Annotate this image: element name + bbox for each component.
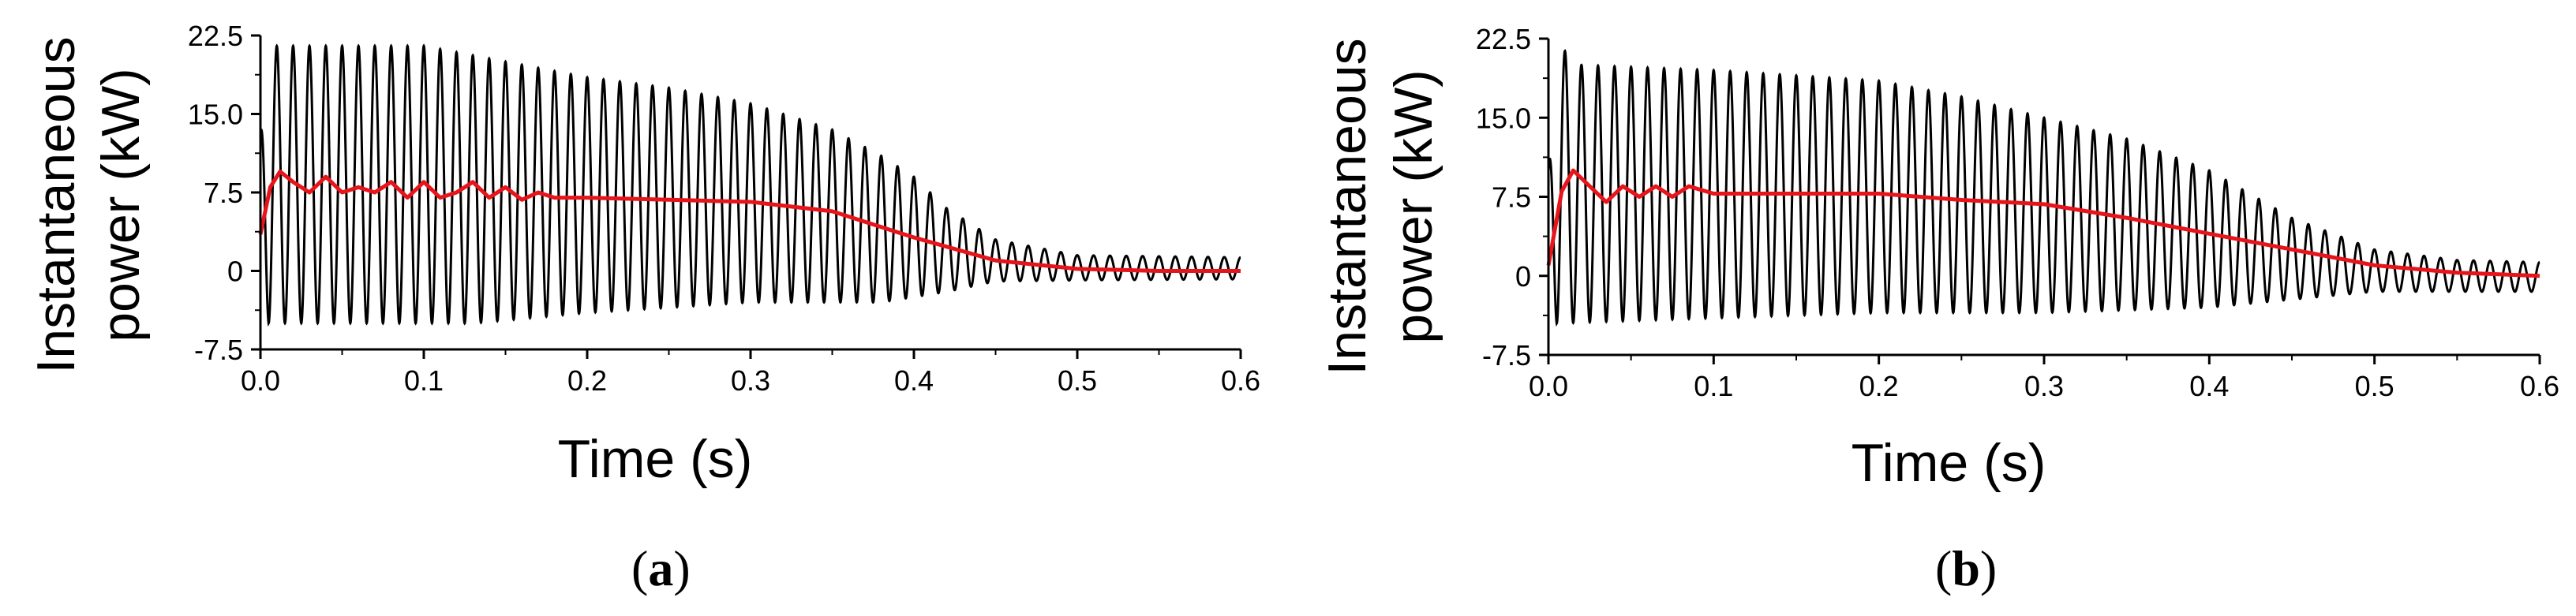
x-tick-label: 0.1 xyxy=(1694,370,1733,402)
x-tick-label: 0.5 xyxy=(2355,370,2394,402)
y-axis-title-line1: Instantaneous xyxy=(1317,38,1377,375)
x-tick-label: 0.0 xyxy=(241,364,280,397)
y-tick-label: 15.0 xyxy=(188,99,243,131)
panel-label-close-paren: ) xyxy=(1980,540,1997,596)
panel-label-open-paren: ( xyxy=(631,540,648,596)
x-tick-label: 0.1 xyxy=(404,364,444,397)
x-tick-label: 0.2 xyxy=(567,364,607,397)
chart-panel-b: 0.0 0.1 0.2 0.3 0.4 0.5 0.6 -7.5 0 7.5 15.0 22.5 Tim… xyxy=(1317,23,2559,596)
y-tick-label: 7.5 xyxy=(1492,181,1531,214)
panel-label: (a) xyxy=(631,540,691,596)
average-series-line xyxy=(258,169,1241,273)
panel-label-letter: a xyxy=(648,540,673,596)
x-tick-label: 0.4 xyxy=(894,364,934,397)
x-tick-label: 0.6 xyxy=(1221,364,1260,397)
y-axis-title-line2: power (kW) xyxy=(91,68,151,342)
x-tick-label: 0.3 xyxy=(731,364,770,397)
x-tick-label: 0.0 xyxy=(1529,370,1568,402)
x-tick-label: 0.2 xyxy=(1859,370,1899,402)
y-tick-label: 22.5 xyxy=(1476,23,1531,55)
oscillation-series-line xyxy=(259,43,1241,327)
x-tick-label: 0.4 xyxy=(2189,370,2229,402)
y-tick-label: 22.5 xyxy=(188,20,243,52)
x-axis-title: Time (s) xyxy=(1852,433,2046,493)
x-axis-title: Time (s) xyxy=(558,429,753,489)
panel-label-close-paren: ) xyxy=(673,540,690,596)
average-series-line xyxy=(1546,168,2540,278)
panel-label-letter: b xyxy=(1952,540,1980,596)
y-tick-label: 15.0 xyxy=(1476,102,1531,134)
x-tick-label: 0.6 xyxy=(2520,370,2559,402)
y-axis-title-line1: Instantaneous xyxy=(26,36,86,373)
y-tick-label: 0 xyxy=(227,256,243,288)
chart-panel-a: 0.0 0.1 0.2 0.3 0.4 0.5 0.6 -7.5 0 7.5 15.0 22.5 Tim… xyxy=(26,20,1260,596)
panel-label-open-paren: ( xyxy=(1935,540,1952,596)
x-tick-label: 0.5 xyxy=(1058,364,1097,397)
y-axis-title-line2: power (kW) xyxy=(1383,69,1443,344)
y-tick-label: -7.5 xyxy=(1482,339,1531,371)
x-tick-label: 0.3 xyxy=(2024,370,2064,402)
y-tick-label: 7.5 xyxy=(204,177,243,209)
y-tick-label: -7.5 xyxy=(194,334,243,366)
oscillation-series-line xyxy=(1547,49,2540,327)
y-tick-label: 0 xyxy=(1515,260,1531,293)
panel-label: (b) xyxy=(1935,540,1997,596)
